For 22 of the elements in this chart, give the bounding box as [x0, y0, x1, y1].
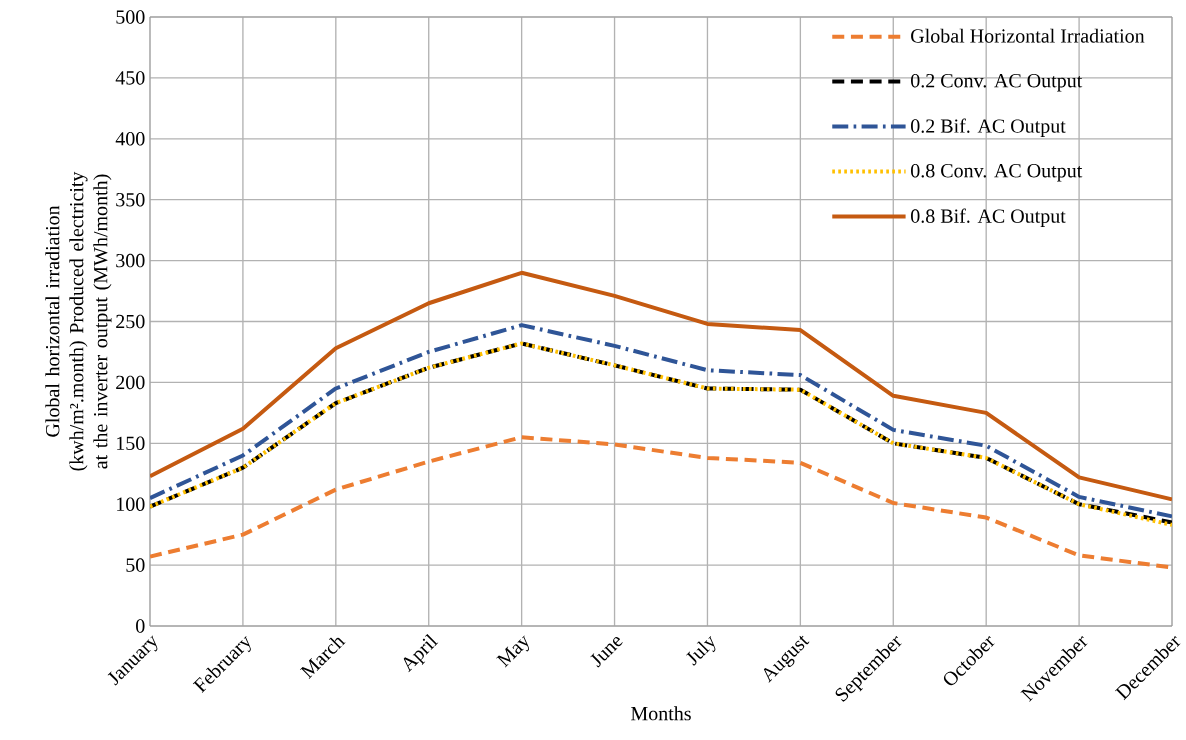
legend-label: 0.2 Bif. AC Output [911, 118, 1066, 137]
y-tick-label: 350 [116, 192, 145, 207]
y-tick-label: 150 [117, 436, 145, 451]
line-series [150, 270, 1173, 502]
y-tick-label: 0 [136, 619, 145, 633]
legend-label: 0.2 Conv. AC Output [911, 73, 1083, 92]
x-tick-label: May [496, 635, 529, 668]
y-tick-label: 400 [115, 132, 145, 146]
y-axis-title: Global horizontal irradiation (kwh/m².month) Produced electricity at the inverter output (MWh/month) [45, 171, 112, 471]
x-tick-label: June [590, 637, 623, 668]
legend-label: 0.8 Conv. AC Output [911, 163, 1083, 182]
legend-label: 0.8 Bif. AC Output [911, 208, 1066, 227]
legend-label: Global Horizontal Irradiation [911, 28, 1145, 43]
y-tick-label: 200 [116, 375, 145, 390]
x-axis-title: Months [631, 706, 691, 721]
y-tick-label: 450 [115, 71, 145, 85]
y-tick-label: 250 [116, 314, 145, 329]
x-tick-label: July [686, 636, 716, 666]
y-tick-label: 500 [116, 10, 145, 24]
y-tick-label: 100 [117, 497, 145, 511]
y-tick-label: 50 [126, 558, 145, 572]
y-tick-label: 300 [116, 253, 145, 268]
